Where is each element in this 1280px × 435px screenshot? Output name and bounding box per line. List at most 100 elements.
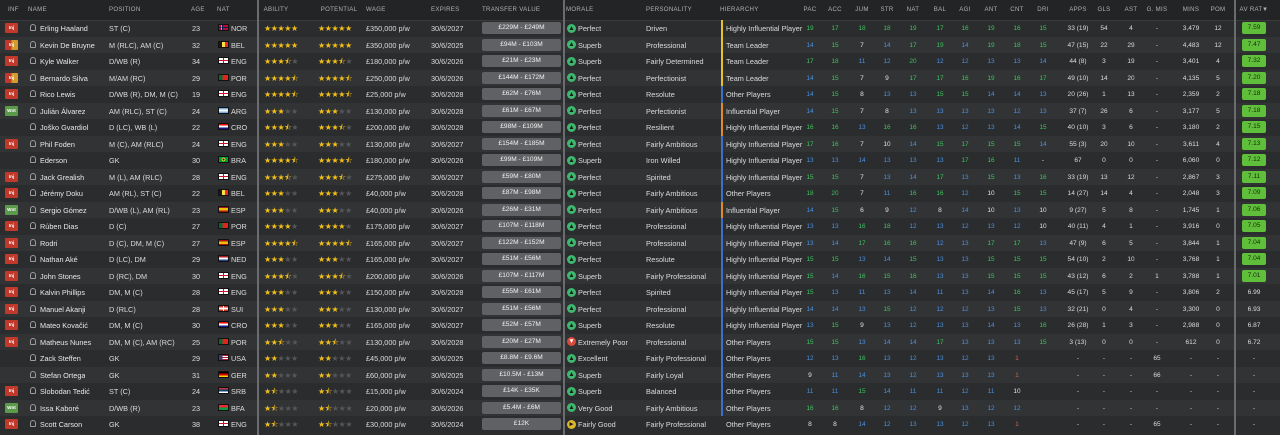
player-name[interactable]: Zack Steffen	[40, 354, 81, 363]
player-name[interactable]: Stefan Ortega	[40, 370, 86, 380]
column-header-ant[interactable]: ANT	[984, 6, 998, 13]
injury-badge[interactable]: Inj	[5, 221, 18, 231]
column-header-hierarchy[interactable]: HIERARCHY	[720, 6, 759, 13]
injury-badge[interactable]: Inj	[5, 56, 18, 66]
injury-badge[interactable]: Inj	[5, 287, 18, 297]
table-row[interactable]: Inj Jack Grealish M (L), AM (RLC) 28 ENG ★★★⯪…	[0, 168, 1280, 185]
table-row[interactable]: Joško Gvardiol D (LC), WB (L) 22 CRO ★★★⯪★ ★★…	[0, 119, 1280, 136]
column-header-av-rat[interactable]: AV RAT	[1239, 6, 1263, 13]
injury-badge[interactable]: Inj	[5, 171, 18, 182]
wanted-badge[interactable]: Wnt	[5, 105, 18, 116]
table-row[interactable]: Inj Scott Carson GK 38 ENG ★⯪★★★ ★⯪★★★ £30,000 …	[0, 416, 1280, 433]
player-name[interactable]: John Stones	[40, 271, 81, 281]
table-row[interactable]: Inj Erling Haaland ST (C) 23 NOR ★★★★★ ★★★★★ £3…	[0, 20, 1280, 37]
column-header-nat[interactable]: NAT	[906, 6, 920, 13]
table-row[interactable]: Inj Phil Foden M (C), AM (RLC) 24 ENG ★★★★★ ★★…	[0, 135, 1280, 152]
column-header-expires[interactable]: EXPIRES	[431, 6, 460, 13]
table-row[interactable]: Wnt Sergio Gómez D/WB (L), AM (RL) 23 ESP ★★★…	[0, 201, 1280, 218]
injury-badge[interactable]: Inj	[5, 138, 18, 149]
player-name[interactable]: Mateo Kovačić	[40, 321, 88, 330]
injury-badge[interactable]: Inj	[5, 188, 18, 198]
table-row[interactable]: Inj Kyle Walker D/WB (R) 34 ENG ★★★⯪★ ★★★⯪★ £18…	[0, 53, 1280, 70]
table-row[interactable]: Inj Manuel Akanji D (RLC) 28 SUI ★★★★★ ★★★★★ £1…	[0, 300, 1280, 317]
player-name[interactable]: Jack Grealish	[40, 172, 85, 182]
player-name[interactable]: Scott Carson	[40, 420, 83, 429]
column-header-position[interactable]: POSITION	[109, 6, 141, 13]
column-header-morale[interactable]: MORALE	[566, 6, 594, 13]
column-header-ast[interactable]: AST	[1124, 6, 1138, 13]
column-header-name[interactable]: NAME	[28, 6, 47, 13]
column-header-pom[interactable]: POM	[1210, 6, 1226, 13]
column-header-bal[interactable]: BAL	[933, 6, 947, 13]
injury-badge[interactable]: Inj	[5, 419, 18, 429]
player-name[interactable]: Nathan Aké	[40, 255, 78, 264]
column-header-potential[interactable]: POTENTIAL	[320, 6, 358, 13]
table-row[interactable]: Wnt Julián Álvarez AM (RLC), ST (C) 24 ARG ★★…	[0, 102, 1280, 119]
table-row[interactable]: Inj Bernardo Silva M/AM (RC) 29 POR ★★★★⯪ ★★★★…	[0, 69, 1280, 86]
injury-badge[interactable]: Inj	[5, 254, 18, 264]
column-header-gls[interactable]: GLS	[1097, 6, 1111, 13]
column-header-acc[interactable]: ACC	[828, 6, 842, 13]
player-name[interactable]: Ederson	[40, 156, 68, 165]
table-row[interactable]: Inj Slobodan Tedić ST (C) 24 SRB ★⯪★★★ ★⯪★★★ £1…	[0, 383, 1280, 400]
column-header-transfer-value[interactable]: TRANSFER VALUE	[482, 6, 541, 13]
player-name[interactable]: Phil Foden	[40, 139, 75, 149]
player-name[interactable]: Sergio Gómez	[40, 205, 87, 215]
table-row[interactable]: Inj Kalvin Phillips DM, M (C) 28 ENG ★★★★★ ★★★…	[0, 284, 1280, 301]
column-header-g-mis[interactable]: G. MIS	[1146, 6, 1168, 13]
column-header-nat[interactable]: NAT	[217, 6, 230, 13]
column-header-pac[interactable]: PAC	[803, 6, 817, 13]
column-header-inf[interactable]: INF	[8, 6, 19, 13]
player-name[interactable]: Jérémy Doku	[40, 189, 83, 198]
table-row[interactable]: Inj Jérémy Doku AM (RL), ST (C) 22 BEL ★★★★★ ★…	[0, 185, 1280, 202]
injury-badge[interactable]: Inj	[5, 303, 18, 314]
player-name[interactable]: Rúben Dias	[40, 222, 79, 231]
injury-badge[interactable]: Inj	[5, 237, 18, 248]
column-header-dri[interactable]: DRI	[1037, 6, 1049, 13]
player-name[interactable]: Kalvin Phillips	[40, 288, 86, 297]
injury-badge[interactable]: Inj	[5, 72, 18, 83]
table-row[interactable]: Stefan Ortega GK 31 GER ★★★★★ ★★★★★ £60,000 p/…	[0, 366, 1280, 383]
table-row[interactable]: Inj Mateo Kovačić DM, M (C) 30 CRO ★★★★★ ★★★★★…	[0, 317, 1280, 334]
table-row[interactable]: Inj John Stones D (RC), DM 30 ENG ★★★⯪★ ★★★⯪★ £…	[0, 267, 1280, 284]
column-header-age[interactable]: AGE	[191, 6, 205, 13]
player-name[interactable]: Julián Álvarez	[40, 106, 86, 116]
player-name[interactable]: Erling Haaland	[40, 24, 88, 33]
column-header-str[interactable]: STR	[880, 6, 894, 13]
table-row[interactable]: Ederson GK 30 BRA ★★★★⯪ ★★★★⯪ £180,000 p/w 30/6…	[0, 152, 1280, 169]
player-name[interactable]: Joško Gvardiol	[40, 123, 89, 132]
column-header-mins[interactable]: MINS	[1182, 6, 1200, 13]
table-row[interactable]: Wnt Issa Kaboré D/WB (R) 23 BFA ★⯪★★★ ★⯪★★★ £20…	[0, 399, 1280, 416]
player-name[interactable]: Slobodan Tedić	[40, 387, 90, 396]
table-row[interactable]: Inj Matheus Nunes DM, M (C), AM (RC) 25 POR ★…	[0, 333, 1280, 350]
injury-badge[interactable]: Inj	[5, 23, 18, 33]
player-name[interactable]: Issa Kaboré	[40, 403, 79, 413]
player-name[interactable]: Matheus Nunes	[40, 337, 92, 347]
table-row[interactable]: Inj Rúben Dias D (C) 27 POR ★★★★★ ★★★★★ £175,00…	[0, 218, 1280, 235]
table-row[interactable]: Inj Nathan Aké D (LC), DM 29 NED ★★★★★ ★★★★★ £1…	[0, 251, 1280, 268]
player-name[interactable]: Kyle Walker	[40, 57, 79, 66]
column-header-cnt[interactable]: CNT	[1010, 6, 1024, 13]
table-row[interactable]: Inj Rico Lewis D/WB (R), DM, M (C) 19 ENG ★★★…	[0, 86, 1280, 103]
player-name[interactable]: Bernardo Silva	[40, 73, 88, 83]
player-name[interactable]: Manuel Akanji	[40, 304, 86, 314]
column-header-wage[interactable]: WAGE	[366, 6, 386, 13]
player-name[interactable]: Rico Lewis	[40, 90, 76, 99]
wanted-badge[interactable]: Wnt	[5, 204, 18, 215]
injury-badge[interactable]: Inj	[5, 89, 18, 99]
column-header-agi[interactable]: AGI	[959, 6, 971, 13]
player-name[interactable]: Rodri	[40, 238, 58, 248]
injury-badge[interactable]: Inj	[5, 336, 18, 347]
injury-badge[interactable]: Inj	[5, 386, 18, 396]
column-header-personality[interactable]: PERSONALITY	[646, 6, 692, 13]
injury-badge[interactable]: Inj	[5, 320, 18, 330]
table-row[interactable]: Inj Kevin De Bruyne M (RLC), AM (C) 32 BEL ★★…	[0, 36, 1280, 53]
wanted-badge[interactable]: Wnt	[5, 402, 18, 413]
column-header-ability[interactable]: ABILITY	[263, 6, 289, 13]
column-header-jum[interactable]: JUM	[855, 6, 869, 13]
injury-badge[interactable]: Inj	[5, 39, 18, 50]
column-header-apps[interactable]: APPS	[1069, 6, 1087, 13]
table-row[interactable]: Inj Rodri D (C), DM, M (C) 27 ESP ★★★★⯪ ★★★★⯪ £…	[0, 234, 1280, 251]
injury-badge[interactable]: Inj	[5, 270, 18, 281]
player-name[interactable]: Kevin De Bruyne	[40, 40, 95, 50]
